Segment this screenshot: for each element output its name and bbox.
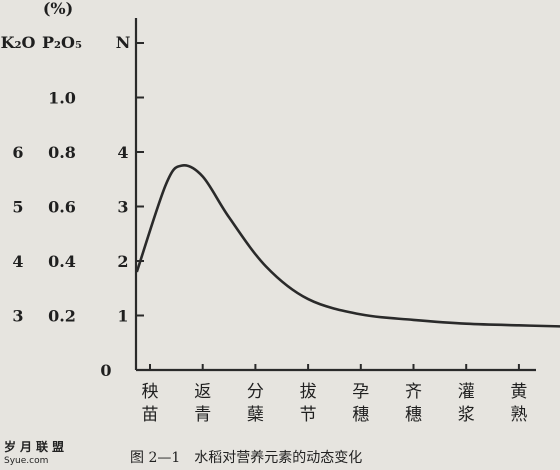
x-category-label: 孕 <box>352 382 369 402</box>
x-category-label: 秧 <box>142 382 159 402</box>
x-category-label: 分 <box>247 382 264 402</box>
y-tick-label-N: 3 <box>117 198 128 217</box>
nutrient-curve-0 <box>135 164 560 328</box>
x-category-label: 苗 <box>142 405 159 425</box>
y-tick-label-K₂O: 6 <box>12 143 23 162</box>
x-category-label: 灌 <box>458 382 475 402</box>
origin-zero-label: 0 <box>100 361 111 380</box>
x-category-label: 黄 <box>510 382 527 402</box>
x-category-label: 蘖 <box>247 405 264 425</box>
y-tick-label-P₂O₅: 0.6 <box>48 198 76 217</box>
watermark-name: 岁月联盟 <box>4 440 69 454</box>
y-tick-label-P₂O₅: 0.8 <box>48 143 76 162</box>
axis-header-1: P₂O₅ <box>42 33 82 52</box>
x-category-label: 齐 <box>405 382 422 402</box>
x-category-label: 青 <box>194 405 211 425</box>
x-category-label: 拔 <box>300 382 317 402</box>
y-tick-label-K₂O: 5 <box>12 198 23 217</box>
axis-header-2: N <box>116 33 131 52</box>
y-tick-label-N: 1 <box>117 307 128 326</box>
y-tick-label-P₂O₅: 1.0 <box>48 89 76 108</box>
x-category-label: 熟 <box>510 404 527 425</box>
y-tick-label-P₂O₅: 0.2 <box>48 307 76 326</box>
y-tick-label-K₂O: 4 <box>12 252 23 271</box>
y-tick-label-K₂O: 3 <box>12 307 23 326</box>
unit-label: (%) <box>43 0 73 18</box>
x-category-label: 浆 <box>458 405 475 425</box>
watermark-site: Syue.com <box>4 456 49 466</box>
y-tick-label-P₂O₅: 0.4 <box>48 252 76 271</box>
axis-header-0: K₂O <box>1 33 36 52</box>
x-category-label: 节 <box>300 405 317 425</box>
figure-caption: 图 2—1 水稻对营养元素的动态变化 <box>130 450 363 466</box>
x-category-label: 返 <box>194 382 211 402</box>
site-watermark: 岁月联盟 Syue.com <box>4 438 74 466</box>
y-tick-label-N: 2 <box>117 252 128 271</box>
y-tick-label-N: 4 <box>117 143 128 162</box>
x-category-label: 穗 <box>405 405 422 425</box>
x-category-label: 穗 <box>352 405 369 425</box>
